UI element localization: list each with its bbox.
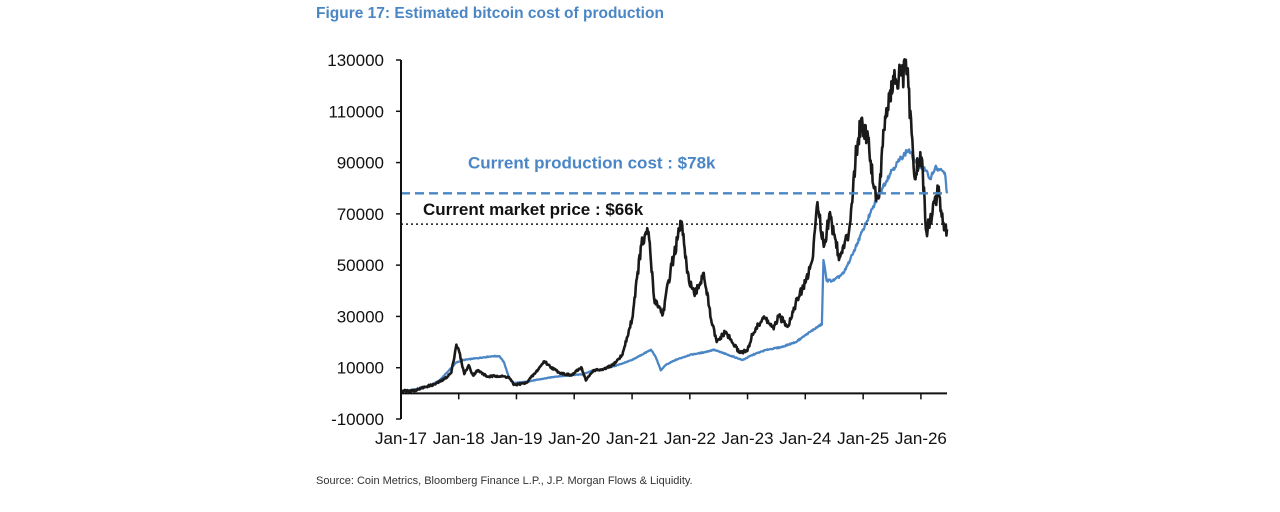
series-line-1 bbox=[400, 148, 949, 393]
series-line-2 bbox=[400, 58, 949, 393]
x-tick-label: Jan-26 bbox=[895, 429, 947, 448]
x-tick-label: Jan-21 bbox=[606, 429, 658, 448]
reference-label-1: Current production cost : $78k bbox=[468, 153, 716, 172]
y-tick-label: 50000 bbox=[337, 256, 384, 275]
x-tick-label: Jan-18 bbox=[433, 429, 485, 448]
x-tick-label: Jan-20 bbox=[548, 429, 600, 448]
tick-labels: -10000 10000 30000 50000 70000 90000 110000 130… bbox=[327, 51, 947, 448]
y-tick-label: 90000 bbox=[337, 154, 384, 173]
x-tick-label: Jan-24 bbox=[779, 429, 831, 448]
y-tick-label: 130000 bbox=[327, 51, 384, 70]
y-tick-label: 30000 bbox=[337, 307, 384, 326]
reference-lines: Current production cost : $78k Current ma… bbox=[401, 153, 947, 225]
y-tick-label: 10000 bbox=[337, 359, 384, 378]
y-tick-label: -10000 bbox=[331, 410, 384, 429]
figure-source: Source: Coin Metrics, Bloomberg Finance … bbox=[316, 475, 693, 487]
x-tick-label: Jan-25 bbox=[837, 429, 889, 448]
x-tick-label: Jan-23 bbox=[722, 429, 774, 448]
x-tick-label: Jan-22 bbox=[664, 429, 716, 448]
y-tick-label: 70000 bbox=[337, 205, 384, 224]
series-layer bbox=[400, 58, 949, 393]
y-tick-label: 110000 bbox=[329, 102, 384, 121]
figure-title: Figure 17: Estimated bitcoin cost of pro… bbox=[316, 5, 664, 22]
axes bbox=[396, 59, 947, 420]
x-tick-label: Jan-17 bbox=[375, 429, 427, 448]
x-tick-label: Jan-19 bbox=[490, 429, 542, 448]
reference-label-2: Current market price : $66k bbox=[423, 200, 644, 219]
